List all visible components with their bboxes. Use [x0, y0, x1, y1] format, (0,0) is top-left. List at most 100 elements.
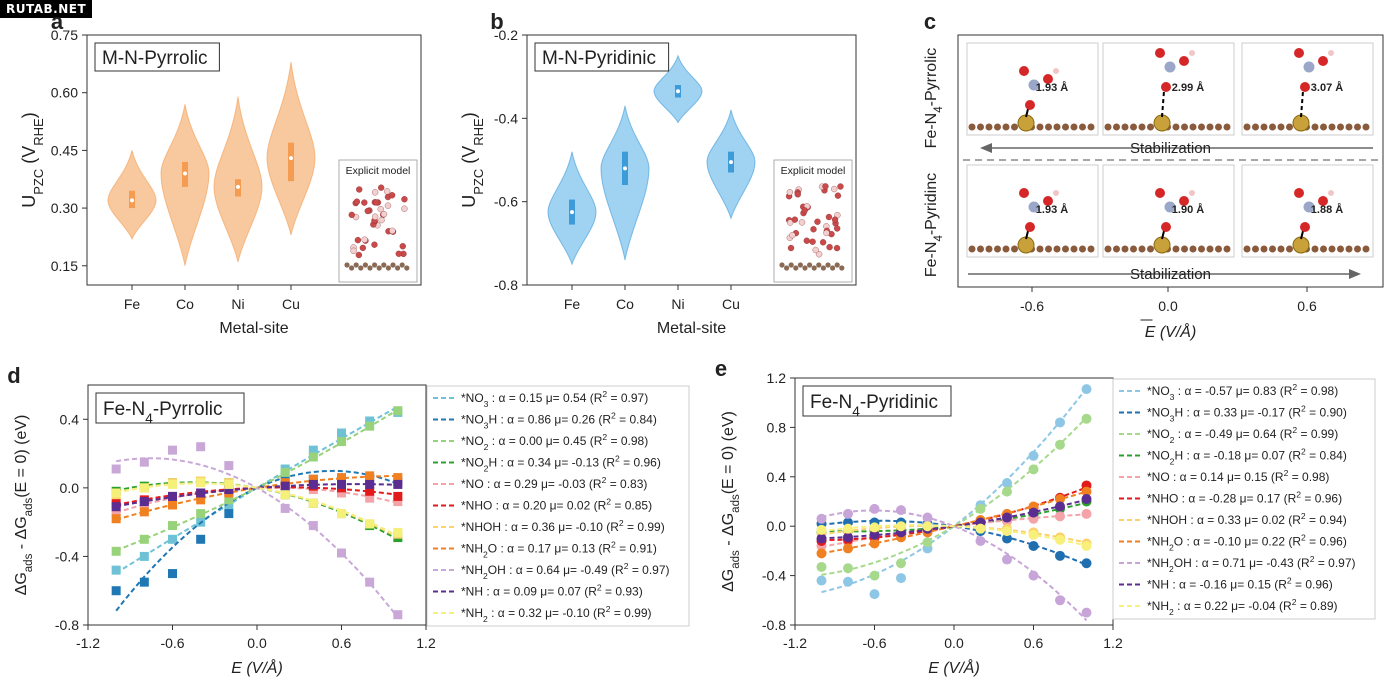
substrate-atom [820, 265, 827, 271]
legend-entry: *NH : α = 0.09 μ= 0.07 (R2 = 0.93) [461, 583, 643, 599]
data-point-*NH2 [224, 479, 234, 489]
o-atom [1318, 196, 1328, 206]
graphene-atom [994, 123, 1001, 131]
data-point-*NH2 [139, 483, 149, 493]
substrate-atom [784, 265, 790, 271]
data-point-*NH2OH [1028, 570, 1039, 581]
o-atom [1161, 82, 1171, 92]
y-tick-label: -0.8 [55, 617, 79, 633]
graphene-atom [994, 245, 1001, 253]
inset-box [773, 159, 853, 283]
data-point-*NH [168, 491, 177, 501]
water-atom [798, 219, 806, 226]
x-tick-label: Co [616, 296, 634, 312]
legend-entry: *NO3 : α = -0.57 μ= 0.83 (R2 = 0.98) [1147, 382, 1338, 402]
arrow-text: Stabilization [1130, 266, 1211, 283]
data-point-*NO3 [1002, 477, 1012, 488]
legend-entry: *NO2H : α = 0.34 μ= -0.13 (R2 = 0.96) [461, 454, 661, 474]
fe-atom [1017, 236, 1035, 254]
data-point-*NO2 [196, 509, 206, 519]
water-atom [831, 185, 838, 193]
h-atom [1189, 190, 1195, 196]
legend-entry: *NHO : α = 0.20 μ= 0.02 (R2 = 0.85) [461, 497, 652, 513]
graphene-atom [1011, 123, 1018, 131]
data-point-*NH2 [393, 527, 403, 537]
graphene-atom [977, 123, 984, 131]
graphene-atom [1172, 245, 1180, 253]
row-label-top: Fe-N4-Pyrrolic [923, 48, 945, 149]
data-point-*NH [1081, 494, 1092, 505]
data-point-*NH2O [365, 471, 375, 481]
legend-entry: *NO : α = 0.29 μ= -0.03 (R2 = 0.83) [461, 475, 647, 491]
data-point-*NH2 [869, 522, 880, 533]
fit-line-*NH2O [821, 490, 1087, 555]
data-point-*NO3H [1055, 550, 1065, 561]
graphene-atom [985, 245, 993, 253]
data-point-*NO3 [1055, 417, 1065, 428]
graphene-atom [1320, 245, 1327, 253]
data-point-*NO3 [843, 576, 853, 587]
h-atom [1189, 50, 1195, 56]
water-atom [355, 251, 363, 259]
h-atom [1328, 190, 1334, 196]
water-atom [373, 199, 380, 206]
data-point-*NO3 [168, 534, 177, 544]
graphene-atom [1286, 245, 1293, 253]
bond-distance: 1.90 Å [1172, 203, 1204, 216]
graphene-atom [1260, 245, 1268, 253]
data-point-*NH2 [280, 490, 290, 500]
data-point-*NO3 [365, 416, 375, 426]
violin-Ni [213, 96, 263, 263]
water-atom [787, 219, 794, 226]
data-point-*NH [393, 479, 403, 489]
x-axis-label: Metal-site [219, 320, 288, 337]
data-point-*NO3H [1081, 558, 1092, 569]
data-point-*NH2O [308, 474, 318, 484]
x-tick-label: Ni [231, 296, 244, 312]
data-point-*NH2O [168, 500, 177, 510]
violin-median [570, 210, 574, 215]
graphene-atom [1002, 245, 1010, 253]
bond-distance: 2.99 Å [1172, 81, 1204, 94]
data-point-*NH2O [1081, 486, 1092, 497]
data-point-*NH [1055, 501, 1065, 512]
x-tick-label: Cu [722, 296, 740, 312]
panel-label: c [924, 9, 936, 34]
y-axis-label: UPZC (VRHE) [19, 112, 46, 207]
o-atom [1019, 188, 1029, 198]
substrate-atom [353, 262, 359, 268]
data-point-*NO3 [224, 500, 234, 510]
legend-entry: *NH : α = -0.16 μ= 0.15 (R2 = 0.96) [1147, 576, 1333, 592]
graphene-atom [1172, 123, 1180, 131]
data-point-*NH2O [843, 543, 853, 554]
water-atom [833, 244, 841, 252]
data-point-*NH2 [975, 523, 986, 534]
y-tick-label: 0.45 [51, 142, 78, 158]
data-point-*NH2 [896, 521, 906, 532]
data-point-*NH2 [816, 524, 827, 535]
y-tick-label: -0.4 [494, 110, 518, 126]
legend-entry: *NHO : α = -0.28 μ= 0.17 (R2 = 0.96) [1147, 490, 1342, 506]
substrate-atom [381, 262, 387, 268]
water-atom [789, 231, 796, 239]
o-atom [1161, 222, 1171, 232]
graphene-atom [1345, 245, 1353, 253]
data-point-*NO [1055, 511, 1065, 522]
bond [1300, 90, 1304, 118]
data-point-*NO3 [139, 551, 149, 561]
legend-entry: *NO3H : α = 0.33 μ= -0.17 (R2 = 0.90) [1147, 404, 1347, 424]
graphene-atom [1328, 123, 1336, 131]
water-atom [356, 186, 363, 193]
data-point-*NO3 [896, 573, 906, 584]
data-point-*NO2 [922, 537, 933, 548]
water-atom [353, 198, 361, 205]
substrate-atom [807, 262, 813, 268]
graphene-atom [1113, 245, 1120, 253]
data-point-*NO2 [1081, 413, 1092, 424]
graphene-atom [1198, 123, 1205, 131]
fit-line-*NHO [821, 486, 1087, 542]
graphene-atom [1147, 245, 1154, 253]
fit-line-*NO2 [115, 408, 399, 552]
graphene-atom [1053, 123, 1061, 131]
graphene-atom [1354, 123, 1361, 131]
